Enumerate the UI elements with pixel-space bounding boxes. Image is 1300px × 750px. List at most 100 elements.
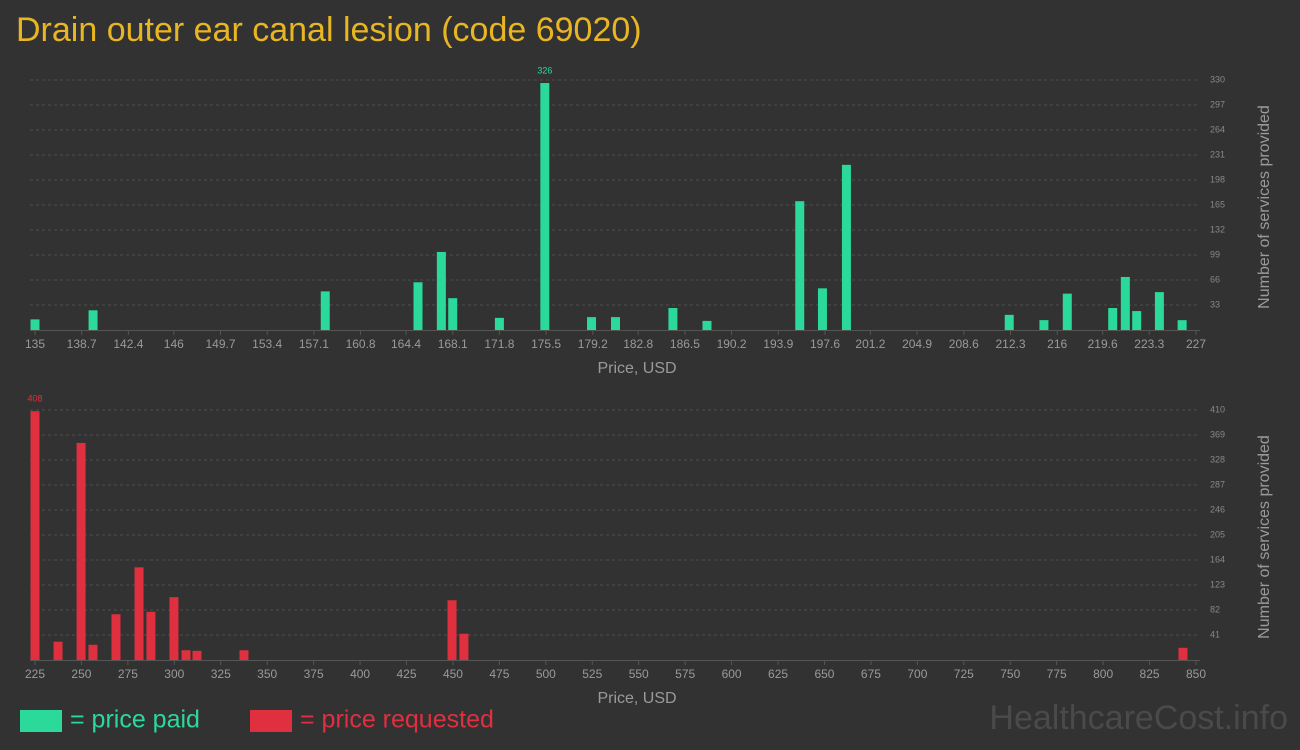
x-tick-label: 775: [1047, 667, 1067, 681]
bar: [1178, 647, 1188, 660]
bar: [540, 83, 550, 330]
y-tick-label: 287: [1210, 479, 1225, 489]
x-tick-label: 216: [1047, 337, 1067, 351]
x-tick-label: 750: [1000, 667, 1020, 681]
x-tick-label: 201.2: [855, 337, 885, 351]
x-tick-label: 138.7: [67, 337, 97, 351]
bar: [1108, 308, 1118, 330]
bar: [1004, 314, 1014, 330]
x-tick-label: 675: [861, 667, 881, 681]
x-tick-label: 650: [814, 667, 834, 681]
bar: [239, 650, 249, 660]
bar: [1039, 320, 1049, 330]
x-axis-label: Price, USD: [597, 360, 676, 377]
x-tick-label: 800: [1093, 667, 1113, 681]
y-tick-label: 410: [1210, 404, 1225, 414]
bar: [111, 614, 121, 660]
bar: [88, 644, 98, 660]
bar: [169, 597, 179, 660]
bar: [53, 641, 63, 660]
x-tick-label: 219.6: [1088, 337, 1118, 351]
x-tick-label: 475: [489, 667, 509, 681]
x-tick-label: 250: [71, 667, 91, 681]
bar: [448, 298, 458, 330]
y-tick-label: 198: [1210, 174, 1225, 184]
y-tick-label: 297: [1210, 99, 1225, 109]
bar: [146, 611, 156, 660]
bar: [88, 310, 98, 330]
y-tick-label: 328: [1210, 454, 1225, 464]
x-axis-label: Price, USD: [597, 690, 676, 707]
y-tick-label: 82: [1210, 604, 1220, 614]
bar: [702, 320, 712, 330]
x-tick-label: 204.9: [902, 337, 932, 351]
value-label: 326: [537, 65, 552, 75]
x-tick-label: 179.2: [578, 337, 608, 351]
bar: [447, 600, 457, 660]
x-tick-label: 575: [675, 667, 695, 681]
x-tick-label: 153.4: [252, 337, 282, 351]
y-tick-label: 205: [1210, 529, 1225, 539]
bar: [1132, 311, 1142, 330]
bar: [494, 317, 504, 330]
page-title: Drain outer ear canal lesion (code 69020…: [16, 11, 642, 49]
x-tick-label: 550: [629, 667, 649, 681]
x-tick-label: 171.8: [484, 337, 514, 351]
x-tick-label: 625: [768, 667, 788, 681]
x-tick-label: 223.3: [1134, 337, 1164, 351]
x-tick-label: 182.8: [623, 337, 653, 351]
value-label: 408: [27, 394, 42, 404]
y-tick-label: 66: [1210, 274, 1220, 284]
bar: [795, 201, 805, 330]
x-tick-label: 142.4: [113, 337, 143, 351]
x-tick-label: 375: [304, 667, 324, 681]
legend-swatch: [20, 710, 62, 732]
x-tick-label: 425: [397, 667, 417, 681]
x-tick-label: 175.5: [531, 337, 561, 351]
x-tick-label: 450: [443, 667, 463, 681]
legend-label: = price paid: [70, 706, 200, 734]
x-tick-label: 700: [907, 667, 927, 681]
x-tick-label: 168.1: [438, 337, 468, 351]
x-tick-label: 146: [164, 337, 184, 351]
x-tick-label: 164.4: [391, 337, 421, 351]
x-tick-label: 135: [25, 337, 45, 351]
y-tick-label: 231: [1210, 149, 1225, 159]
y-tick-label: 99: [1210, 249, 1220, 259]
y-tick-label: 165: [1210, 199, 1225, 209]
x-tick-label: 149.7: [205, 337, 235, 351]
bar: [134, 567, 144, 660]
bar: [76, 442, 86, 660]
bar: [611, 317, 620, 330]
y-tick-label: 369: [1210, 429, 1225, 439]
bar: [817, 288, 827, 330]
y-tick-label: 264: [1210, 124, 1225, 134]
y-tick-label: 330: [1210, 74, 1225, 84]
bar: [181, 650, 191, 660]
x-tick-label: 275: [118, 667, 138, 681]
y-tick-label: 41: [1210, 629, 1220, 639]
x-tick-label: 212.3: [995, 337, 1025, 351]
bar: [320, 291, 330, 330]
x-tick-label: 227: [1186, 337, 1206, 351]
bar: [841, 164, 851, 330]
x-tick-label: 825: [1140, 667, 1160, 681]
bar: [1120, 276, 1130, 330]
x-tick-label: 400: [350, 667, 370, 681]
x-tick-label: 160.8: [346, 337, 376, 351]
bar: [1154, 292, 1164, 330]
x-tick-label: 850: [1186, 667, 1206, 681]
legend-swatch: [250, 710, 292, 732]
bar: [436, 251, 446, 330]
y-tick-label: 123: [1210, 579, 1225, 589]
bar: [459, 633, 469, 660]
x-tick-label: 190.2: [717, 337, 747, 351]
bar: [1062, 293, 1072, 330]
bar: [30, 319, 40, 330]
y-axis-label: Number of services provided: [1256, 435, 1273, 639]
bar: [668, 308, 678, 330]
bar: [30, 411, 40, 660]
bar: [192, 650, 202, 660]
